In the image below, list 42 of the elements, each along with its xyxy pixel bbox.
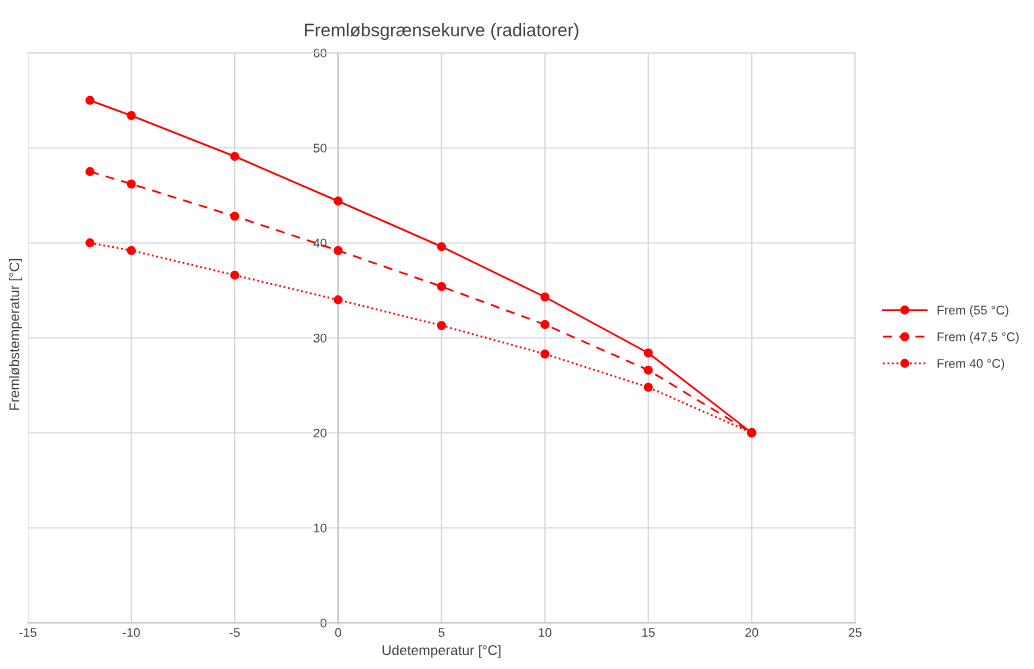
- y-tick-label: 0: [320, 618, 327, 628]
- x-tick-label: 10: [538, 628, 552, 637]
- point: [540, 320, 550, 330]
- point: [85, 95, 95, 105]
- point: [333, 295, 343, 305]
- point: [333, 196, 343, 206]
- point: [540, 349, 550, 359]
- x-tick-label: 5: [438, 628, 445, 637]
- x-tick-label: 0: [335, 628, 342, 637]
- point: [126, 179, 136, 189]
- point: [540, 292, 550, 302]
- point: [437, 320, 447, 331]
- point: [230, 151, 240, 161]
- point: [85, 238, 95, 248]
- x-tick-label: 15: [642, 628, 655, 637]
- x-tick-label: -5: [229, 628, 240, 637]
- x-tick-label: 20: [745, 628, 759, 637]
- point: [126, 245, 136, 255]
- point: [230, 270, 240, 280]
- x-axis-title: Udetemperatur [°C]: [382, 644, 501, 658]
- legend-label: Frem (47,5 °C): [937, 332, 1019, 344]
- x-tick-label: -15: [19, 628, 37, 637]
- y-tick-label: 20: [313, 428, 327, 438]
- point: [126, 111, 136, 121]
- y-tick-label: 10: [314, 523, 327, 533]
- point: [85, 167, 95, 177]
- point: [643, 348, 653, 358]
- x-tick-label: 25: [848, 628, 862, 637]
- legend-label: Frem 40 °C): [937, 358, 1005, 371]
- point: [643, 382, 653, 392]
- point: [643, 365, 653, 375]
- point: [230, 211, 240, 221]
- point: [437, 242, 447, 252]
- y-tick-label: 30: [313, 333, 327, 343]
- x-tick-label: -10: [122, 628, 140, 637]
- point: [333, 245, 343, 255]
- point: [437, 282, 447, 292]
- y-axis-title: Fremløbstemperatur [°C]: [9, 259, 22, 410]
- legend-label: Frem (55 °C): [937, 305, 1009, 318]
- y-tick-label: 60: [313, 48, 327, 58]
- chart-title: Fremløbsgrænsekurve (radiatorer): [305, 23, 579, 40]
- y-tick-label: 50: [313, 143, 327, 153]
